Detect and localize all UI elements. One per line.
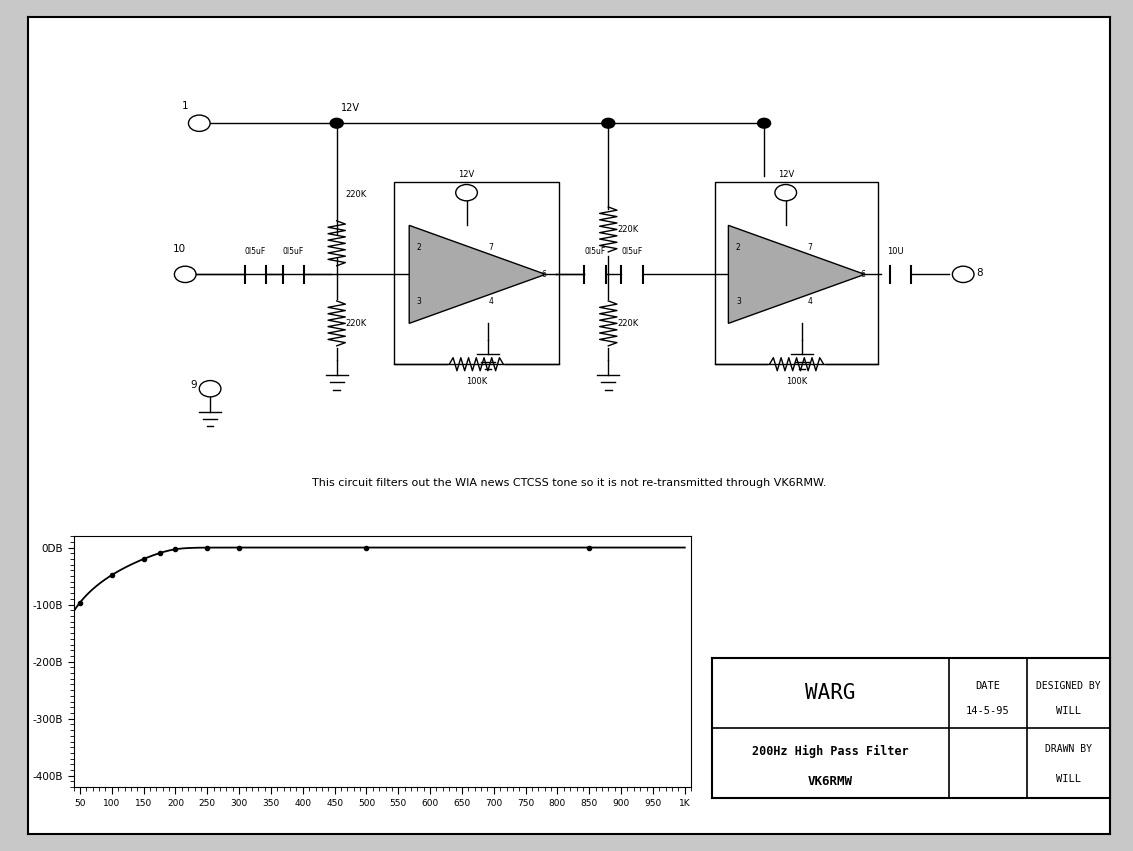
Polygon shape	[409, 226, 545, 323]
Text: 10U: 10U	[887, 248, 903, 256]
Text: 0I5uF: 0I5uF	[283, 248, 304, 256]
Text: 2: 2	[417, 243, 421, 252]
Text: 0I5uF: 0I5uF	[585, 248, 606, 256]
Circle shape	[775, 185, 796, 201]
Text: 12V: 12V	[341, 104, 360, 113]
Text: 220K: 220K	[617, 225, 638, 234]
Text: 8: 8	[977, 268, 982, 277]
Circle shape	[455, 185, 477, 201]
Text: 7: 7	[808, 243, 812, 252]
Bar	[715, 182, 878, 364]
Polygon shape	[729, 226, 864, 323]
Text: 4: 4	[488, 297, 494, 306]
Text: 6: 6	[542, 270, 546, 279]
Text: 100K: 100K	[466, 377, 487, 386]
Text: 12V: 12V	[459, 170, 475, 179]
Text: 3: 3	[736, 297, 741, 306]
Text: 1: 1	[181, 101, 188, 111]
Circle shape	[953, 266, 974, 283]
Circle shape	[188, 115, 210, 131]
Circle shape	[758, 118, 770, 129]
Text: 220K: 220K	[346, 319, 367, 328]
Text: 10: 10	[173, 244, 186, 254]
Text: WARG: WARG	[804, 683, 855, 703]
Text: 0I5uF: 0I5uF	[622, 248, 642, 256]
Text: This circuit filters out the WIA news CTCSS tone so it is not re-transmitted thr: This circuit filters out the WIA news CT…	[313, 477, 826, 488]
Text: 220K: 220K	[346, 191, 367, 199]
Text: DRAWN BY: DRAWN BY	[1045, 744, 1092, 754]
Bar	[394, 182, 559, 364]
Circle shape	[174, 266, 196, 283]
Text: 3: 3	[417, 297, 421, 306]
Text: DATE: DATE	[976, 681, 1000, 691]
Text: WILL: WILL	[1056, 706, 1081, 717]
Text: 7: 7	[488, 243, 494, 252]
Text: 14-5-95: 14-5-95	[965, 706, 1010, 717]
Circle shape	[199, 380, 221, 397]
Text: 9: 9	[190, 380, 197, 390]
Text: 4: 4	[808, 297, 812, 306]
Text: 6: 6	[860, 270, 866, 279]
Text: 0I5uF: 0I5uF	[245, 248, 266, 256]
Text: 100K: 100K	[786, 377, 807, 386]
Text: 220K: 220K	[617, 319, 638, 328]
Text: 12V: 12V	[777, 170, 794, 179]
Circle shape	[330, 118, 343, 129]
Text: VK6RMW: VK6RMW	[808, 775, 853, 788]
Circle shape	[602, 118, 615, 129]
Text: 200Hz High Pass Filter: 200Hz High Pass Filter	[752, 745, 909, 758]
Text: WILL: WILL	[1056, 774, 1081, 784]
Text: DESIGNED BY: DESIGNED BY	[1037, 681, 1101, 691]
Text: 2: 2	[736, 243, 741, 252]
